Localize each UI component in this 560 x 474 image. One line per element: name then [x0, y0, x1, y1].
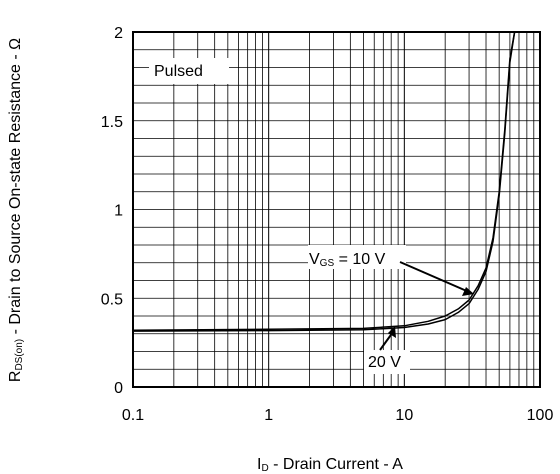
series-vgs-20v — [132, 31, 516, 332]
x-axis-title: ID - Drain Current - A — [257, 456, 403, 474]
y-tick-label: 0.5 — [101, 291, 123, 308]
x-tick-label: 0.1 — [122, 407, 144, 424]
plot-frame — [132, 31, 541, 388]
vgs10-label-background — [308, 245, 406, 269]
series-lines — [132, 31, 516, 332]
x-tick-label: 100 — [527, 407, 554, 424]
tick-labels: 0 0.5 1 1.5 2 0.1 1 10 100 — [101, 25, 554, 424]
y-axis-title: RDS(on) - Drain to Source On-state Resis… — [7, 38, 25, 382]
y-tick-label: 2 — [114, 25, 123, 42]
vgs10-label: VGS = 10 V — [309, 251, 386, 269]
vgs20-arrowhead — [388, 326, 396, 338]
pulsed-label: Pulsed — [154, 63, 203, 80]
plot-border — [132, 31, 541, 388]
x-tick-label: 10 — [395, 407, 413, 424]
x-tick-label: 1 — [264, 407, 273, 424]
pulsed-label-background — [149, 58, 229, 84]
vgs20-label-background — [364, 350, 410, 374]
vgs10-arrowhead — [462, 287, 474, 296]
vgs10-arrow-line — [399, 261, 470, 293]
y-tick-label: 1 — [114, 203, 123, 220]
y-tick-label: 0 — [114, 380, 123, 397]
grid — [133, 32, 540, 387]
vgs20-label: 20 V — [368, 354, 401, 371]
y-tick-label: 1.5 — [101, 114, 123, 131]
vgs20-arrow-line — [379, 331, 394, 351]
